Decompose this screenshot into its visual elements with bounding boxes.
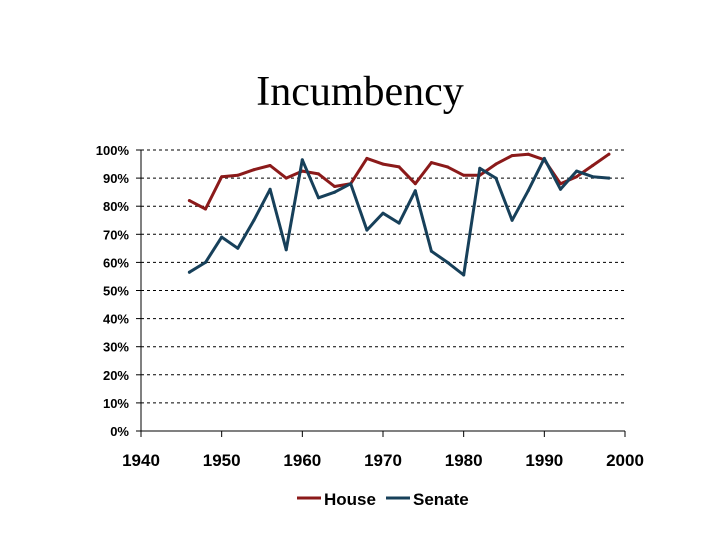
y-tick-label: 100% — [96, 143, 130, 158]
data-point-senate — [446, 260, 449, 264]
x-tick-label: 1980 — [445, 451, 483, 470]
data-point-house — [397, 165, 401, 169]
data-point-senate — [591, 175, 595, 179]
y-tick-label: 0% — [110, 424, 129, 439]
data-point-house — [462, 173, 466, 177]
x-tick-label: 2000 — [606, 451, 644, 470]
x-tick-label: 1960 — [283, 451, 321, 470]
data-point-senate — [317, 196, 320, 200]
legend: House Senate — [297, 490, 469, 509]
data-point-house — [559, 182, 562, 186]
y-tick-label: 50% — [103, 284, 129, 299]
data-point-senate — [607, 176, 611, 180]
data-point-senate — [300, 158, 304, 162]
legend-label-house: House — [324, 490, 376, 509]
data-point-house — [187, 199, 191, 203]
legend-label-senate: Senate — [413, 490, 469, 509]
data-point-house — [252, 168, 256, 172]
data-point-house — [204, 207, 207, 211]
data-point-house — [220, 175, 224, 179]
data-point-house — [429, 161, 433, 165]
data-point-senate — [462, 273, 466, 277]
data-point-senate — [381, 211, 385, 215]
y-tick-label: 30% — [103, 340, 129, 355]
data-point-house — [284, 176, 288, 180]
x-tick-label: 1990 — [525, 451, 563, 470]
data-point-senate — [204, 260, 207, 264]
x-tick-label: 1940 — [122, 451, 160, 470]
data-point-house — [510, 154, 514, 158]
y-tick-label: 60% — [103, 255, 129, 270]
data-point-house — [591, 164, 595, 167]
data-point-senate — [187, 270, 191, 274]
data-point-house — [607, 152, 611, 156]
grid-layer — [141, 149, 625, 404]
data-point-house — [413, 182, 417, 186]
x-tick-label: 1950 — [203, 451, 241, 470]
data-point-house — [494, 162, 498, 166]
data-point-senate — [397, 221, 401, 225]
x-tick-label: 1970 — [364, 451, 402, 470]
data-point-senate — [413, 189, 417, 193]
data-point-senate — [236, 246, 240, 250]
data-point-senate — [252, 218, 256, 222]
data-point-senate — [349, 182, 353, 186]
data-point-senate — [268, 187, 272, 191]
data-point-senate — [333, 190, 337, 194]
data-point-house — [333, 185, 337, 188]
data-point-senate — [284, 248, 288, 252]
data-point-senate — [542, 156, 546, 160]
data-point-house — [268, 164, 272, 167]
y-tick-label: 90% — [103, 171, 129, 186]
data-point-senate — [478, 166, 482, 170]
data-point-house — [446, 165, 449, 169]
y-tick-label: 40% — [103, 312, 129, 327]
series-line-senate — [187, 156, 611, 277]
data-point-house — [381, 162, 385, 166]
data-point-house — [365, 156, 369, 160]
data-point-house — [236, 173, 240, 177]
data-point-senate — [575, 169, 579, 173]
series-layer — [187, 152, 611, 277]
data-point-senate — [429, 249, 433, 253]
data-point-senate — [220, 235, 224, 239]
data-point-house — [317, 172, 320, 176]
data-point-senate — [494, 176, 498, 180]
data-point-house — [526, 152, 530, 156]
y-tick-label: 80% — [103, 199, 129, 214]
data-point-senate — [510, 218, 514, 222]
chart-title: Incumbency — [256, 69, 464, 115]
data-point-senate — [526, 189, 530, 193]
tick-layer: 0% 10% 20% 30% 40% 50% 60% 70% 80% 90% 100% 1940 195… — [96, 143, 644, 470]
data-point-senate — [559, 187, 562, 191]
y-tick-label: 20% — [103, 368, 129, 383]
y-tick-label: 70% — [103, 227, 129, 242]
data-point-house — [575, 175, 579, 179]
y-tick-label: 10% — [103, 396, 129, 411]
data-point-senate — [365, 228, 369, 232]
